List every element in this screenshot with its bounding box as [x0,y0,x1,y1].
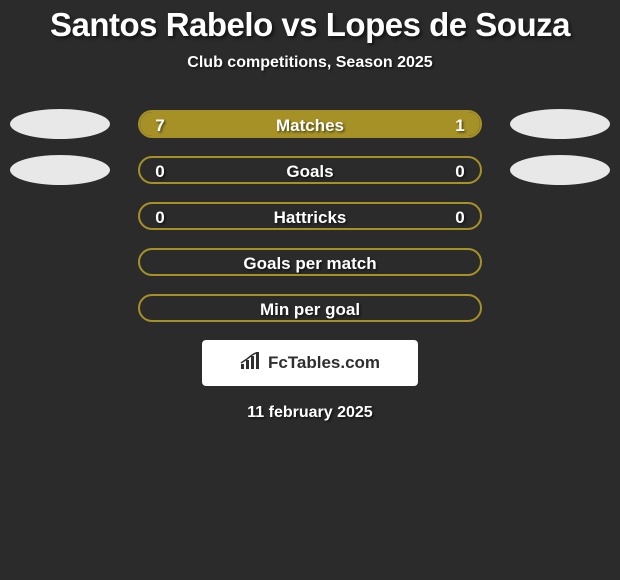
chart-bars-icon [240,352,262,375]
player-avatar-left [10,155,110,185]
stat-bar: 00Goals [138,156,482,184]
stat-label: Matches [140,112,480,138]
stat-row: 00Hattricks [0,202,620,230]
stat-label: Goals [140,158,480,184]
date-text: 11 february 2025 [0,404,620,422]
stat-row: 00Goals [0,156,620,184]
stat-row: Min per goal [0,294,620,322]
watermark[interactable]: FcTables.com [202,340,418,386]
stat-label: Min per goal [140,296,480,322]
player-avatar-left [10,109,110,139]
stat-label: Hattricks [140,204,480,230]
stat-row: 71Matches [0,110,620,138]
comparison-subtitle: Club competitions, Season 2025 [0,54,620,72]
player-avatar-right [510,155,610,185]
stat-row: Goals per match [0,248,620,276]
stat-label: Goals per match [140,250,480,276]
comparison-title: Santos Rabelo vs Lopes de Souza [0,6,620,44]
stats-list: 71Matches 00Goals 00Hattricks Goals per mat… [0,110,620,322]
stat-bar: Goals per match [138,248,482,276]
player-avatar-right [510,109,610,139]
watermark-text: FcTables.com [268,353,380,373]
stat-bar: Min per goal [138,294,482,322]
stat-bar: 00Hattricks [138,202,482,230]
stat-bar: 71Matches [138,110,482,138]
